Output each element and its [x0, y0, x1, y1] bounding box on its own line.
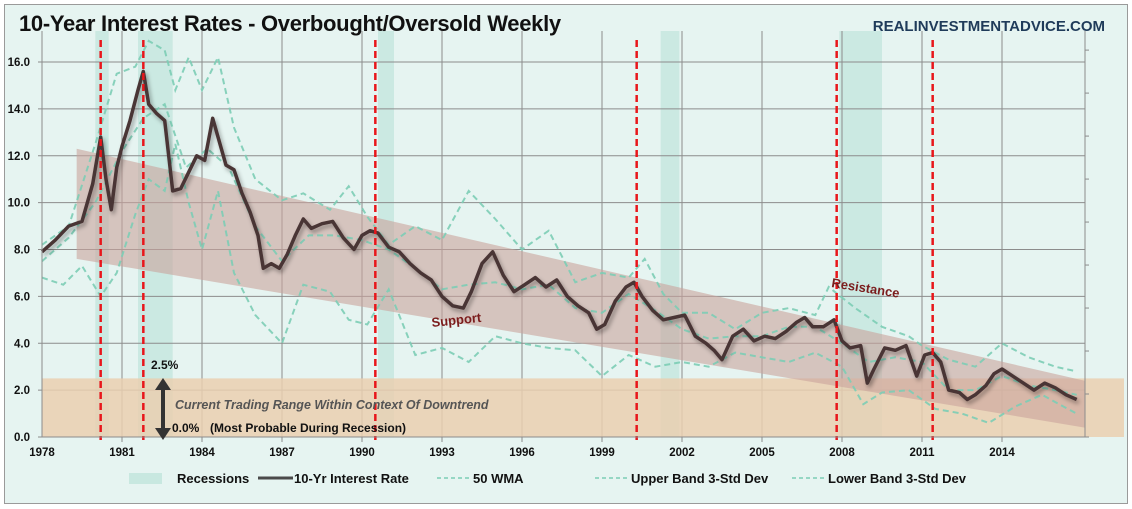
- legend-item: 50 WMA: [437, 471, 524, 486]
- y-tick-label: 2.0: [14, 385, 30, 397]
- legend-label: 10-Yr Interest Rate: [294, 471, 409, 486]
- legend-label: Lower Band 3-Std Dev: [828, 471, 967, 486]
- legend-item: Recessions: [129, 471, 249, 486]
- x-tick-label: 2002: [669, 447, 695, 459]
- range-caption: Current Trading Range Within Context Of …: [175, 398, 489, 412]
- support-label: Support: [431, 310, 483, 330]
- brand-label: REALINVESTMENTADVICE.COM: [872, 18, 1105, 35]
- chart-title: 10-Year Interest Rates - Overbought/Over…: [19, 11, 561, 36]
- x-tick-label: 2011: [910, 447, 936, 459]
- y-tick-label: 4.0: [14, 338, 30, 350]
- range-bottom-label: 0.0%: [172, 421, 200, 435]
- annotations: Support Resistance 2.5% Current Trading …: [151, 275, 901, 440]
- double-arrow-icon: [155, 378, 171, 440]
- legend: Recessions 10-Yr Interest Rate 50 WMA Upper…: [129, 471, 967, 486]
- range-top-label: 2.5%: [151, 358, 179, 372]
- y-tick-label: 6.0: [14, 291, 30, 303]
- legend-label: 50 WMA: [473, 471, 524, 486]
- x-tick-label: 1978: [29, 447, 55, 459]
- y-tick-label: 8.0: [14, 245, 30, 257]
- series-lower-band-3-std-dev: [41, 143, 1078, 425]
- y-tick-label: 10.0: [8, 198, 30, 210]
- y-tick-label: 12.0: [8, 151, 30, 163]
- legend-item: Upper Band 3-Std Dev: [595, 471, 769, 486]
- x-tick-label: 2008: [829, 447, 855, 459]
- rate-line-group: [40, 69, 1078, 402]
- tick-labels: 0.0 2.0 4.0 6.0 8.0 10.0 12.0 14.0 16.0 1978 1981 1…: [8, 57, 1016, 459]
- x-tick-label: 1999: [589, 447, 615, 459]
- range-note: (Most Probable During Recession): [210, 421, 406, 435]
- x-tick-label: 1990: [349, 447, 375, 459]
- red-marker-lines: [99, 40, 934, 440]
- legend-item: 10-Yr Interest Rate: [258, 471, 409, 486]
- x-tick-label: 1987: [269, 447, 295, 459]
- legend-swatch-recessions: [129, 473, 162, 484]
- series-10-yr-interest-rate: [40, 69, 1078, 402]
- y-tick-label: 16.0: [8, 57, 30, 69]
- x-tick-label: 1984: [189, 447, 215, 459]
- x-tick-label: 2005: [749, 447, 775, 459]
- legend-item: Lower Band 3-Std Dev: [792, 471, 967, 486]
- x-tick-label: 2014: [989, 447, 1015, 459]
- legend-label: Upper Band 3-Std Dev: [631, 471, 769, 486]
- band-lines: [41, 39, 1078, 425]
- axes: [38, 31, 1089, 438]
- y-tick-label: 0.0: [14, 432, 30, 444]
- x-tick-label: 1981: [109, 447, 135, 459]
- y-tick-label: 14.0: [8, 104, 30, 116]
- x-tick-label: 1996: [509, 447, 535, 459]
- series-upper-band-3-std-dev: [41, 39, 1077, 373]
- x-tick-label: 1993: [429, 447, 455, 459]
- recession-band: [660, 31, 680, 437]
- channel-polygon: [76, 148, 1085, 428]
- downtrend-channel: [76, 148, 1085, 428]
- legend-label: Recessions: [177, 471, 249, 486]
- series-50-wma: [41, 102, 1077, 396]
